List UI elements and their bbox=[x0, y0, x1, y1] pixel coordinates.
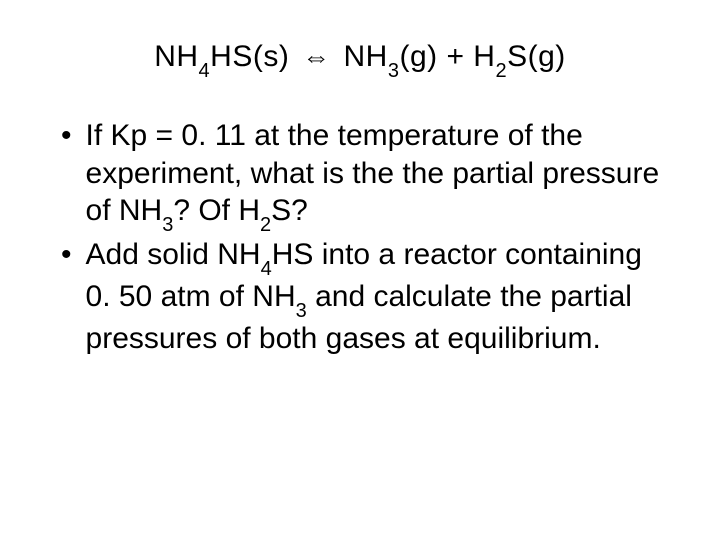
subscript: 4 bbox=[199, 60, 211, 82]
subscript: 3 bbox=[388, 60, 400, 82]
equation-text: S(g) bbox=[507, 40, 566, 73]
equilibrium-arrow: ⇔ bbox=[302, 41, 331, 72]
bullet-text: If Kp = 0. 11 at the temperature of the … bbox=[86, 117, 665, 234]
subscript: 2 bbox=[495, 60, 507, 82]
equation-text: HS(s) bbox=[210, 40, 298, 73]
equation-text: NH bbox=[154, 40, 198, 73]
subscript: 4 bbox=[261, 258, 272, 280]
subscript: 2 bbox=[260, 214, 271, 236]
bullet-mark: • bbox=[61, 117, 72, 155]
bullet-item: • Add solid NH4HS into a reactor containi… bbox=[55, 236, 665, 358]
text-run: If Kp = 0. 11 at the temperature of the … bbox=[86, 119, 660, 227]
bullet-mark: • bbox=[61, 236, 72, 274]
bullet-item: • If Kp = 0. 11 at the temperature of the… bbox=[55, 117, 665, 234]
equation-text: (g) + H bbox=[399, 40, 495, 73]
subscript: 3 bbox=[162, 214, 173, 236]
bullet-list: • If Kp = 0. 11 at the temperature of the… bbox=[55, 117, 665, 358]
chemical-equation: NH4HS(s) ⇔ NH3(g) + H2S(g) bbox=[55, 40, 665, 79]
text-run: S? bbox=[271, 194, 308, 227]
text-run: ? Of H bbox=[173, 194, 260, 227]
text-run: Add solid NH bbox=[86, 238, 261, 271]
bullet-text: Add solid NH4HS into a reactor containin… bbox=[86, 236, 665, 358]
subscript: 3 bbox=[296, 300, 307, 322]
equation-text: NH bbox=[335, 40, 388, 73]
